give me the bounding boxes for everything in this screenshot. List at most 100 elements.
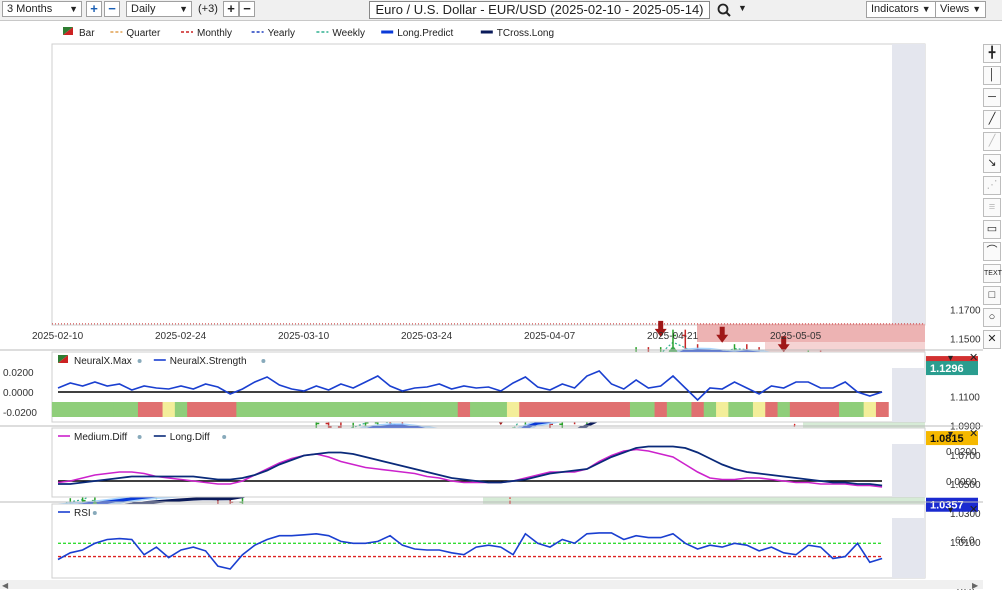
y-tick-label: 1.1100 <box>950 393 980 404</box>
legend-item: Bar <box>63 27 95 39</box>
ray-line-icon[interactable]: ╱ <box>983 132 1001 151</box>
y-tick-label: 66.0 <box>955 536 975 547</box>
search-icon[interactable] <box>716 2 734 18</box>
sell-arrow-icon <box>777 336 790 353</box>
extra-count: (+3) <box>198 3 218 15</box>
indicators-button[interactable]: Indicators ▼ <box>866 1 936 18</box>
legend-item: TCross.Long <box>480 28 554 39</box>
fibonacci-icon[interactable]: ≡ <box>983 198 1001 217</box>
zoom-in-button[interactable]: + <box>86 1 102 17</box>
regime-cell <box>863 402 877 417</box>
add-button[interactable]: + <box>223 1 239 17</box>
regime-cell <box>839 402 852 417</box>
regime-cell <box>260 402 274 417</box>
main-plot-background <box>51 43 926 326</box>
regime-cell <box>334 402 348 417</box>
regime-cell <box>482 402 496 417</box>
legend-item: Yearly <box>251 28 295 39</box>
regime-cell <box>125 402 139 417</box>
regime-cell <box>605 402 619 417</box>
legend-item: Medium.Diff <box>58 432 142 443</box>
regime-cell <box>802 402 815 417</box>
close-panel-icon: ✕ <box>969 352 978 364</box>
close-panel-icon: ✕ <box>969 428 978 440</box>
regime-cell <box>752 402 766 417</box>
regime-cell <box>629 402 643 417</box>
legend-label: Bar <box>79 28 95 39</box>
remove-button[interactable]: − <box>239 1 255 17</box>
cursor-cross-icon[interactable]: ╋ <box>983 44 1001 63</box>
legend-item: Quarter <box>110 28 161 39</box>
legend-label: NeuralX.Strength <box>170 356 247 367</box>
regime-cell <box>740 402 754 417</box>
settings-dot-icon <box>92 511 97 515</box>
settings-dot-icon <box>222 435 227 439</box>
regime-cell <box>359 402 373 417</box>
future-region <box>892 444 925 497</box>
ellipse-icon[interactable]: ○ <box>983 308 1001 327</box>
regime-cell <box>654 402 668 417</box>
horizontal-line-icon[interactable]: ─ <box>983 88 1001 107</box>
interval-label: Daily <box>131 3 156 15</box>
x-tick-label: 2025-02-24 <box>155 331 207 342</box>
regime-cell <box>187 402 200 417</box>
trend-line-icon[interactable]: ╱ <box>983 110 1001 129</box>
regime-cell <box>445 402 459 417</box>
rectangle-icon[interactable]: □ <box>983 286 1001 305</box>
regime-cell <box>273 402 287 417</box>
vertical-line-icon[interactable]: │ <box>983 66 1001 85</box>
future-region <box>892 44 925 325</box>
sell-arrow-icon <box>716 326 729 343</box>
resistance-zone <box>697 323 925 343</box>
pitchfork-icon[interactable]: ⋰ <box>983 176 1001 195</box>
regime-cell <box>433 402 446 417</box>
chart-area[interactable]: 1.1700 1.1500 1.1100 1.0900 1.0700 1.0500 1.03… <box>0 20 983 590</box>
text-tool-icon[interactable]: TEXT <box>983 264 1002 283</box>
views-button[interactable]: Views ▼ <box>935 1 987 18</box>
legend-label: Quarter <box>126 28 161 39</box>
chevron-down-icon: ▼ <box>972 4 982 14</box>
x-tick-label: 2025-03-10 <box>278 331 330 342</box>
x-tick-label: 2025-04-07 <box>524 331 576 342</box>
legend-label: Medium.Diff <box>74 432 127 443</box>
regime-cell <box>642 402 656 417</box>
callout-icon[interactable]: ▭ <box>983 220 1001 239</box>
monthly-level-badge-bg <box>926 431 978 446</box>
regime-cell <box>322 402 336 417</box>
regime-cell <box>88 402 102 417</box>
regime-cell <box>457 402 471 417</box>
chevron-down-icon[interactable]: ▼ <box>738 3 747 13</box>
chevron-down-icon: ▼ <box>69 4 78 14</box>
regime-cell <box>396 402 410 417</box>
channel-icon[interactable]: ↘ <box>983 154 1001 173</box>
indicators-label: Indicators <box>871 3 919 15</box>
regime-cell <box>211 402 225 417</box>
y-tick-label: 1.1700 <box>950 305 981 316</box>
long-diff-line <box>58 445 883 487</box>
zoom-out-button[interactable]: − <box>104 1 120 17</box>
future-region <box>892 518 925 578</box>
period-select[interactable]: 3 Months ▼ <box>2 1 82 17</box>
toolbar: 3 Months ▼ + − Daily ▼ (+3) + − Euro / U.S… <box>0 0 1002 21</box>
regime-cell <box>162 402 176 417</box>
legend-item: NeuralX.Strength <box>153 356 266 367</box>
regime-cell <box>494 402 508 417</box>
settings-dot-icon <box>261 359 266 363</box>
interval-select[interactable]: Daily ▼ <box>126 1 192 17</box>
legend-label: NeuralX.Max <box>74 356 132 367</box>
regime-cell <box>777 402 791 417</box>
regime-cell <box>765 402 779 417</box>
regime-cell <box>371 402 385 417</box>
regime-cell <box>408 402 422 417</box>
regime-cell <box>113 402 127 417</box>
legend-label: Weekly <box>332 28 365 39</box>
regime-cell <box>716 402 729 417</box>
arc-icon[interactable]: ⌒ <box>983 242 1001 261</box>
chart-title[interactable]: Euro / U.S. Dollar - EUR/USD (2025-02-10… <box>369 1 710 19</box>
yearly-level-badge-bg <box>926 497 978 512</box>
regime-cell <box>383 402 397 417</box>
x-tick-label: 2025-03-24 <box>401 331 453 342</box>
legend-label: TCross.Long <box>497 28 554 39</box>
delete-icon[interactable]: ✕ <box>983 330 1001 349</box>
regime-cell <box>556 402 569 417</box>
